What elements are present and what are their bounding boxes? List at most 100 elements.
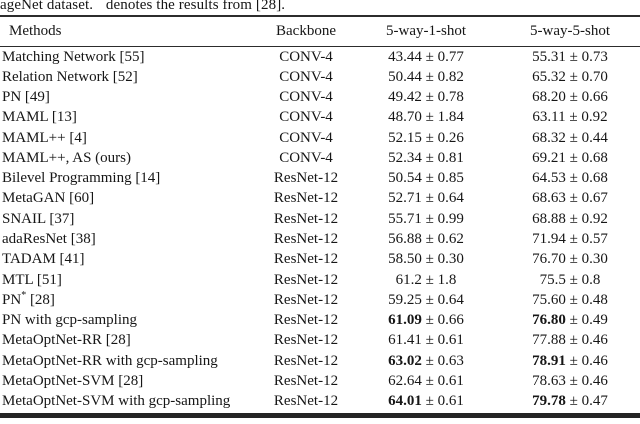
- star-marker: *: [96, 0, 103, 6]
- table-row: PN [49] CONV-4 49.42 ± 0.78 68.20 ± 0.66: [0, 88, 640, 108]
- accuracy-mean: 62.64: [388, 372, 422, 389]
- accuracy-mean: 61.41: [388, 332, 422, 349]
- accuracy-error: ± 0.78: [421, 89, 464, 106]
- one-shot-cell: 63.02 ± 0.63: [352, 351, 500, 371]
- backbone-cell: ResNet-12: [273, 291, 339, 308]
- accuracy-error: ± 0.82: [421, 68, 464, 85]
- method-cell: adaResNet [38]: [2, 231, 96, 248]
- backbone-cell: ResNet-12: [273, 251, 339, 268]
- col-header-5-way-1-shot: 5-way-1-shot: [352, 16, 500, 47]
- accuracy-mean: 77.88: [532, 332, 566, 349]
- method-cell: MAML++ [4]: [2, 129, 87, 146]
- accuracy-mean: 78.91: [532, 352, 566, 369]
- accuracy-error: ± 0.26: [421, 129, 464, 146]
- accuracy-mean: 76.70: [532, 251, 566, 268]
- five-shot-cell: 64.53 ± 0.68: [500, 169, 640, 189]
- accuracy-mean: 75.5: [539, 271, 566, 288]
- table-row: adaResNet [38] ResNet-12 56.88 ± 0.62 71.94…: [0, 229, 640, 249]
- accuracy-mean: 79.78: [532, 393, 566, 410]
- accuracy-error: ± 0.81: [421, 149, 464, 166]
- one-shot-cell: 48.70 ± 1.84: [352, 108, 500, 128]
- accuracy-error: ± 0.61: [421, 332, 464, 349]
- accuracy-mean: 43.44: [388, 48, 422, 65]
- method-cell: TADAM [41]: [2, 251, 85, 268]
- col-header-5-way-5-shot: 5-way-5-shot: [500, 16, 640, 47]
- five-shot-cell: 76.80 ± 0.49: [500, 310, 640, 330]
- results-table: Methods Backbone 5-way-1-shot 5-way-5-sh…: [0, 15, 640, 412]
- accuracy-mean: 61.09: [388, 312, 422, 329]
- one-shot-cell: 50.54 ± 0.85: [352, 169, 500, 189]
- accuracy-mean: 50.44: [388, 68, 422, 85]
- method-cell: MetaOptNet-RR with gcp-sampling: [2, 352, 218, 369]
- accuracy-mean: 68.63: [532, 190, 566, 207]
- accuracy-mean: 68.20: [532, 89, 566, 106]
- table-row: Matching Network [55] CONV-4 43.44 ± 0.77 5…: [0, 47, 640, 68]
- table-caption: ageNet dataset. * denotes the results fr…: [0, 0, 285, 14]
- accuracy-error: ± 0.73: [565, 48, 608, 65]
- five-shot-cell: 75.5 ± 0.8: [500, 270, 640, 290]
- accuracy-mean: 69.21: [532, 149, 566, 166]
- accuracy-mean: 48.70: [388, 109, 422, 126]
- table-bottom-rule: [0, 413, 640, 418]
- five-shot-cell: 75.60 ± 0.48: [500, 290, 640, 310]
- accuracy-mean: 52.34: [388, 149, 422, 166]
- table-row: MAML++, AS (ours) CONV-4 52.34 ± 0.81 69.21…: [0, 148, 640, 168]
- accuracy-error: ± 0.64: [421, 291, 464, 308]
- accuracy-error: ± 0.30: [421, 251, 464, 268]
- accuracy-mean: 76.80: [532, 312, 566, 329]
- one-shot-cell: 50.44 ± 0.82: [352, 67, 500, 87]
- accuracy-error: ± 0.61: [421, 393, 464, 410]
- one-shot-cell: 64.01 ± 0.61: [352, 392, 500, 412]
- five-shot-cell: 63.11 ± 0.92: [500, 108, 640, 128]
- accuracy-mean: 75.60: [532, 291, 566, 308]
- one-shot-cell: 52.34 ± 0.81: [352, 148, 500, 168]
- table-row: MetaOptNet-SVM [28] ResNet-12 62.64 ± 0.61…: [0, 371, 640, 391]
- method-cell: MetaOptNet-RR [28]: [2, 332, 131, 349]
- five-shot-cell: 77.88 ± 0.46: [500, 331, 640, 351]
- accuracy-error: ± 0.8: [565, 271, 601, 288]
- accuracy-error: ± 0.46: [565, 372, 608, 389]
- one-shot-cell: 55.71 ± 0.99: [352, 209, 500, 229]
- backbone-cell: ResNet-12: [273, 393, 339, 410]
- accuracy-mean: 64.53: [532, 170, 566, 187]
- backbone-cell: ResNet-12: [273, 170, 339, 187]
- backbone-cell: CONV-4: [279, 68, 333, 85]
- table-row: Bilevel Programming [14] ResNet-12 50.54 ±…: [0, 169, 640, 189]
- accuracy-mean: 52.15: [388, 129, 422, 146]
- backbone-cell: ResNet-12: [273, 312, 339, 329]
- five-shot-cell: 71.94 ± 0.57: [500, 229, 640, 249]
- accuracy-error: ± 0.44: [565, 129, 608, 146]
- accuracy-mean: 58.50: [388, 251, 422, 268]
- col-header-backbone: Backbone: [260, 16, 352, 47]
- backbone-cell: ResNet-12: [273, 271, 339, 288]
- accuracy-mean: 55.31: [532, 48, 566, 65]
- one-shot-cell: 58.50 ± 0.30: [352, 250, 500, 270]
- backbone-cell: CONV-4: [279, 109, 333, 126]
- one-shot-cell: 61.2 ± 1.8: [352, 270, 500, 290]
- accuracy-error: ± 0.49: [565, 312, 608, 329]
- accuracy-mean: 78.63: [532, 372, 566, 389]
- accuracy-mean: 64.01: [388, 393, 422, 410]
- accuracy-error: ± 0.61: [421, 372, 464, 389]
- method-cell: PN with gcp-sampling: [2, 312, 137, 329]
- one-shot-cell: 43.44 ± 0.77: [352, 47, 500, 68]
- header-row: Methods Backbone 5-way-1-shot 5-way-5-sh…: [0, 16, 640, 47]
- accuracy-error: ± 0.66: [565, 89, 608, 106]
- backbone-cell: ResNet-12: [273, 231, 339, 248]
- accuracy-mean: 61.2: [395, 271, 422, 288]
- accuracy-mean: 50.54: [388, 170, 422, 187]
- five-shot-cell: 68.63 ± 0.67: [500, 189, 640, 209]
- accuracy-error: ± 0.77: [421, 48, 464, 65]
- table-row: MAML [13] CONV-4 48.70 ± 1.84 63.11 ± 0.92: [0, 108, 640, 128]
- method-cell: Relation Network [52]: [2, 68, 138, 85]
- accuracy-mean: 49.42: [388, 89, 422, 106]
- star-marker: *: [21, 290, 27, 301]
- accuracy-error: ± 0.62: [421, 231, 464, 248]
- backbone-cell: CONV-4: [279, 149, 333, 166]
- accuracy-error: ± 0.67: [565, 190, 608, 207]
- accuracy-mean: 63.02: [388, 352, 422, 369]
- method-cell: MetaOptNet-SVM with gcp-sampling: [2, 393, 231, 410]
- col-header-methods: Methods: [0, 16, 260, 47]
- five-shot-cell: 68.88 ± 0.92: [500, 209, 640, 229]
